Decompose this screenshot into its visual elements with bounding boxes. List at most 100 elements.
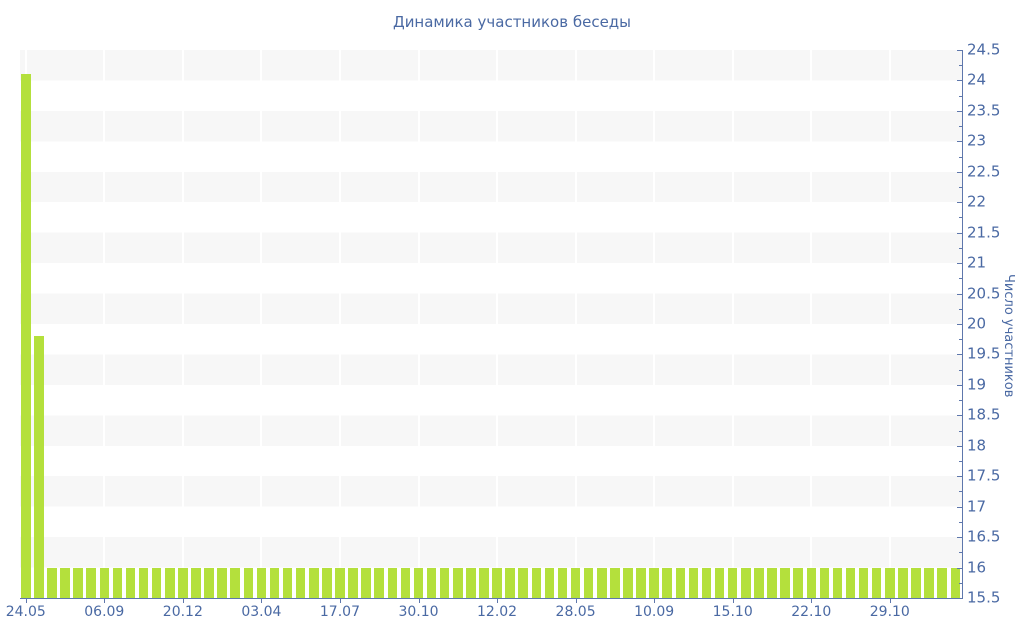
bar — [780, 567, 790, 598]
y-tick-label: 17 — [967, 497, 987, 516]
bar — [937, 567, 947, 598]
bar — [832, 567, 843, 598]
bar — [623, 567, 633, 598]
x-tick — [182, 599, 184, 603]
y-major-tick — [957, 80, 962, 82]
bar — [950, 567, 960, 598]
bar — [112, 567, 123, 598]
vertical-gridline — [496, 50, 499, 598]
bar — [531, 567, 542, 598]
bar — [256, 567, 267, 598]
vertical-gridline — [181, 50, 184, 598]
bar — [885, 567, 895, 598]
y-tick-label: 22.5 — [967, 162, 1001, 181]
bar — [151, 567, 162, 598]
y-tick-label: 18 — [967, 436, 987, 455]
y-major-tick — [957, 567, 962, 569]
y-major-tick — [957, 354, 962, 356]
bar — [675, 567, 686, 598]
x-tick — [654, 599, 656, 603]
y-minor-tick — [959, 95, 962, 97]
bar — [819, 567, 830, 598]
y-major-tick — [957, 171, 962, 173]
bar — [754, 567, 764, 598]
y-major-tick — [957, 415, 962, 417]
y-minor-tick — [959, 430, 962, 432]
vertical-gridline — [417, 50, 420, 598]
bar — [714, 567, 725, 598]
bar — [806, 567, 816, 598]
bar — [793, 567, 803, 598]
x-tick-label: 06.09 — [84, 604, 125, 620]
vertical-gridline — [888, 50, 891, 598]
y-minor-tick — [959, 278, 962, 280]
vertical-gridline — [103, 50, 106, 598]
y-major-tick — [957, 232, 962, 234]
bar — [21, 74, 31, 598]
y-tick-label: 22 — [967, 192, 987, 211]
bar — [178, 567, 188, 598]
bar — [309, 567, 319, 598]
bar — [570, 567, 581, 598]
bar — [361, 567, 371, 598]
y-tick-label: 19.5 — [967, 345, 1001, 364]
bar — [518, 567, 528, 598]
vertical-gridline — [653, 50, 656, 598]
y-tick-label: 20 — [967, 314, 987, 333]
x-tick-label: 24.05 — [5, 604, 46, 620]
bar — [492, 567, 502, 598]
y-major-tick — [957, 293, 962, 295]
x-tick-label: 29.10 — [869, 604, 910, 620]
y-major-tick — [957, 141, 962, 143]
bar — [269, 567, 280, 598]
x-tick — [811, 599, 813, 603]
bar — [583, 567, 594, 598]
bar — [86, 567, 96, 598]
x-tick — [418, 599, 420, 603]
bar — [636, 567, 646, 598]
y-tick-label: 24 — [967, 71, 987, 90]
y-major-tick — [957, 323, 962, 325]
bar — [125, 567, 136, 598]
y-minor-tick — [959, 156, 962, 158]
bar — [701, 567, 712, 598]
bar — [73, 567, 83, 598]
y-tick-label: 16.5 — [967, 527, 1001, 546]
bar — [243, 567, 254, 598]
vertical-gridline — [338, 50, 341, 598]
vertical-gridline — [260, 50, 263, 598]
y-minor-tick — [959, 460, 962, 462]
bar — [924, 567, 934, 598]
x-tick-label: 03.04 — [241, 604, 282, 620]
y-tick-label: 21 — [967, 253, 987, 272]
y-minor-tick — [959, 582, 962, 584]
bar — [99, 567, 110, 598]
x-tick — [575, 599, 577, 603]
bar — [662, 567, 672, 598]
bar — [597, 567, 607, 598]
y-major-tick — [957, 476, 962, 478]
y-major-tick — [957, 263, 962, 265]
bar — [845, 567, 856, 598]
bar — [426, 567, 437, 598]
bar — [138, 567, 149, 598]
vertical-gridline — [574, 50, 577, 598]
y-major-tick — [957, 384, 962, 386]
bar — [230, 567, 240, 598]
y-minor-tick — [959, 552, 962, 554]
y-major-tick — [957, 50, 962, 51]
y-minor-tick — [959, 491, 962, 493]
bar — [322, 567, 332, 598]
y-major-tick — [957, 537, 962, 539]
y-tick-label: 15.5 — [967, 588, 1001, 607]
y-tick-label: 24.5 — [967, 40, 1001, 59]
x-axis-line — [20, 598, 963, 599]
y-major-tick — [957, 445, 962, 447]
y-major-tick — [957, 202, 962, 204]
y-minor-tick — [959, 400, 962, 402]
y-tick-label: 23 — [967, 131, 987, 150]
bar — [466, 567, 476, 598]
bar — [165, 567, 175, 598]
bar — [858, 567, 869, 598]
y-minor-tick — [959, 247, 962, 249]
